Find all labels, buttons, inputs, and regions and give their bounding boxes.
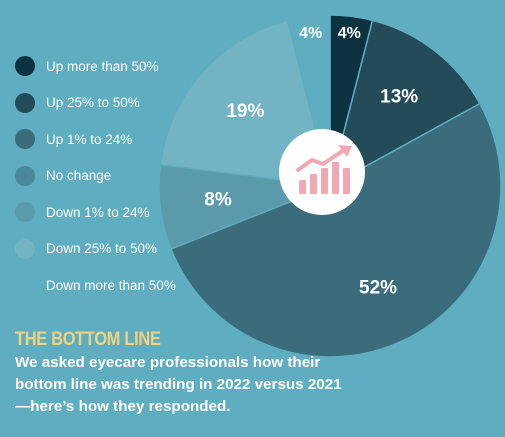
- legend-swatch: [15, 202, 35, 223]
- legend-label: Down 1% to 24%: [46, 204, 150, 220]
- footer-description: We asked eyecare professionals how their…: [15, 352, 415, 418]
- footer-line: We asked eyecare professionals how their: [15, 354, 321, 371]
- slice-label: 19%: [226, 101, 264, 122]
- slice-label: 4%: [338, 25, 361, 42]
- legend-item: Up 25% to 50%: [15, 85, 176, 122]
- slice-label: 4%: [299, 25, 322, 42]
- slice-label: 13%: [380, 86, 418, 107]
- footer-line: bottom line was trending in 2022 versus …: [15, 376, 342, 393]
- legend-label: No change: [46, 168, 112, 184]
- legend-swatch: [15, 238, 35, 259]
- legend-swatch: [15, 165, 35, 186]
- pie-slice: [328, 19, 481, 188]
- legend-swatch: [15, 275, 35, 296]
- legend-item: No change: [15, 158, 176, 195]
- footer-title: THE BOTTOM LINE: [15, 329, 161, 350]
- legend-item: Up 1% to 24%: [15, 121, 176, 158]
- legend-label: Up more than 50%: [46, 58, 159, 74]
- legend-item: Down 25% to 50%: [15, 231, 176, 268]
- legend-label: Down more than 50%: [46, 277, 176, 293]
- legend: Up more than 50% Up 25% to 50% Up 1% to 24…: [15, 48, 176, 304]
- legend-swatch: [15, 92, 35, 113]
- legend-swatch: [15, 56, 35, 77]
- legend-label: Up 25% to 50%: [46, 95, 140, 111]
- pie-slice: [170, 102, 502, 358]
- pie-slice: [159, 19, 332, 187]
- center-badge: [279, 129, 365, 215]
- legend-label: Up 1% to 24%: [46, 131, 133, 147]
- slice-label: 52%: [359, 278, 397, 299]
- legend-swatch: [15, 129, 35, 150]
- legend-label: Down 25% to 50%: [46, 241, 158, 257]
- legend-item: Up more than 50%: [15, 48, 176, 85]
- footer-line: —here’s how they responded.: [15, 398, 231, 415]
- legend-item: Down 1% to 24%: [15, 194, 176, 231]
- trending-up-chart-icon: [296, 145, 352, 194]
- legend-item: Down more than 50%: [15, 267, 176, 304]
- slice-label: 8%: [204, 190, 232, 211]
